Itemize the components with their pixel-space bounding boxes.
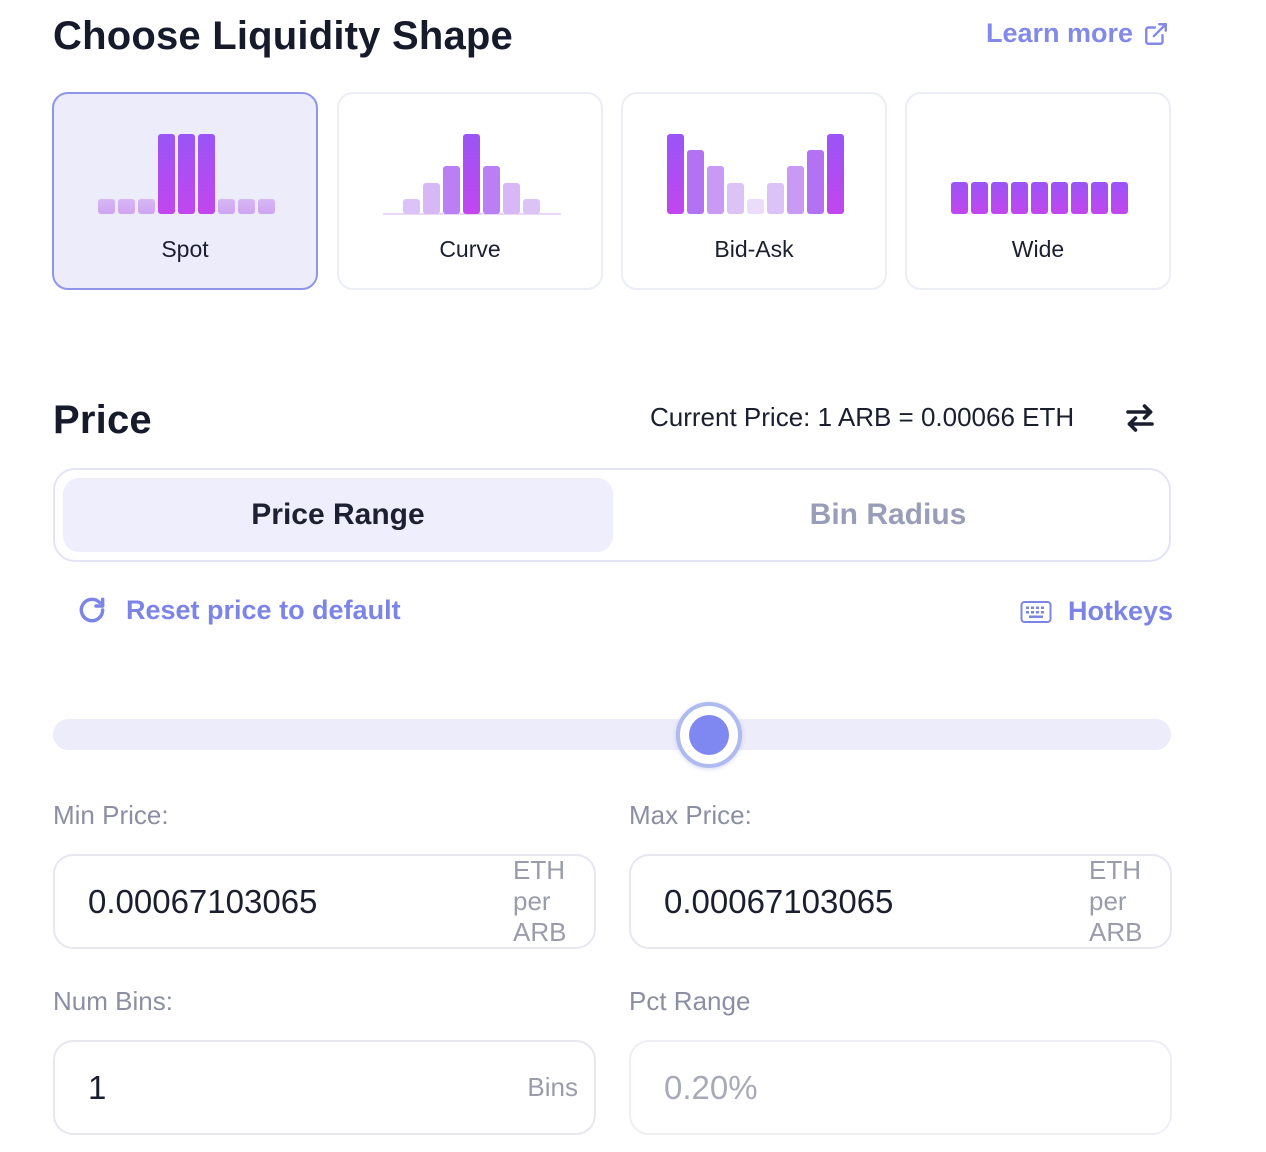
min-price-field: ETH per ARB [53, 854, 596, 949]
price-title: Price [53, 398, 152, 442]
price-slider-thumb[interactable] [676, 702, 742, 768]
tab-bin-radius[interactable]: Bin Radius [809, 498, 967, 531]
learn-more-link[interactable]: Learn more [986, 18, 1169, 49]
curve-shape-icon [383, 134, 561, 215]
shape-card-wide[interactable]: Wide [905, 92, 1171, 290]
reset-price-label: Reset price to default [126, 594, 401, 625]
current-price-text: Current Price: 1 ARB = 0.00066 ETH [650, 402, 1075, 432]
shape-label-wide: Wide [1011, 236, 1065, 262]
keyboard-icon [1020, 600, 1052, 623]
shape-label-spot: Spot [161, 236, 209, 262]
shape-label-bid-ask: Bid-Ask [714, 236, 794, 262]
max-price-unit: ETH per ARB [1089, 855, 1143, 947]
slider-thumb-dot [689, 715, 729, 755]
hotkeys-label: Hotkeys [1068, 596, 1174, 626]
learn-more-label: Learn more [986, 18, 1134, 48]
external-link-icon [1145, 22, 1168, 45]
shape-card-curve[interactable]: Curve [337, 92, 603, 290]
bid-ask-shape-icon [667, 134, 844, 214]
pct-range-input [664, 1068, 1154, 1107]
max-price-label: Max Price: [629, 800, 752, 830]
refresh-icon [79, 597, 105, 623]
max-price-input[interactable] [664, 882, 1089, 921]
liquidity-shape-title: Choose Liquidity Shape [53, 14, 513, 58]
max-price-field: ETH per ARB [629, 854, 1172, 949]
num-bins-field: Bins [53, 1040, 596, 1135]
wide-shape-icon [951, 182, 1128, 214]
swap-arrows-icon [1126, 404, 1154, 432]
min-price-label: Min Price: [53, 800, 169, 830]
tab-price-range[interactable]: Price Range [63, 478, 613, 552]
reset-price-button[interactable]: Reset price to default [76, 594, 401, 626]
hotkeys-button[interactable]: Hotkeys [1020, 596, 1173, 627]
spot-shape-icon [98, 134, 275, 214]
num-bins-unit: Bins [527, 1072, 578, 1102]
price-slider-track[interactable] [53, 719, 1171, 750]
num-bins-input[interactable] [88, 1068, 528, 1107]
swap-direction-button[interactable] [1122, 400, 1158, 436]
min-price-unit: ETH per ARB [513, 855, 567, 947]
price-mode-toggle: Price Range Bin Radius [53, 468, 1171, 562]
pct-range-label: Pct Range [629, 986, 751, 1016]
pct-range-field [629, 1040, 1172, 1135]
min-price-input[interactable] [88, 882, 513, 921]
num-bins-label: Num Bins: [53, 986, 173, 1016]
shape-card-spot[interactable]: Spot [52, 92, 318, 290]
shape-card-bid-ask[interactable]: Bid-Ask [621, 92, 887, 290]
shape-label-curve: Curve [439, 236, 501, 262]
